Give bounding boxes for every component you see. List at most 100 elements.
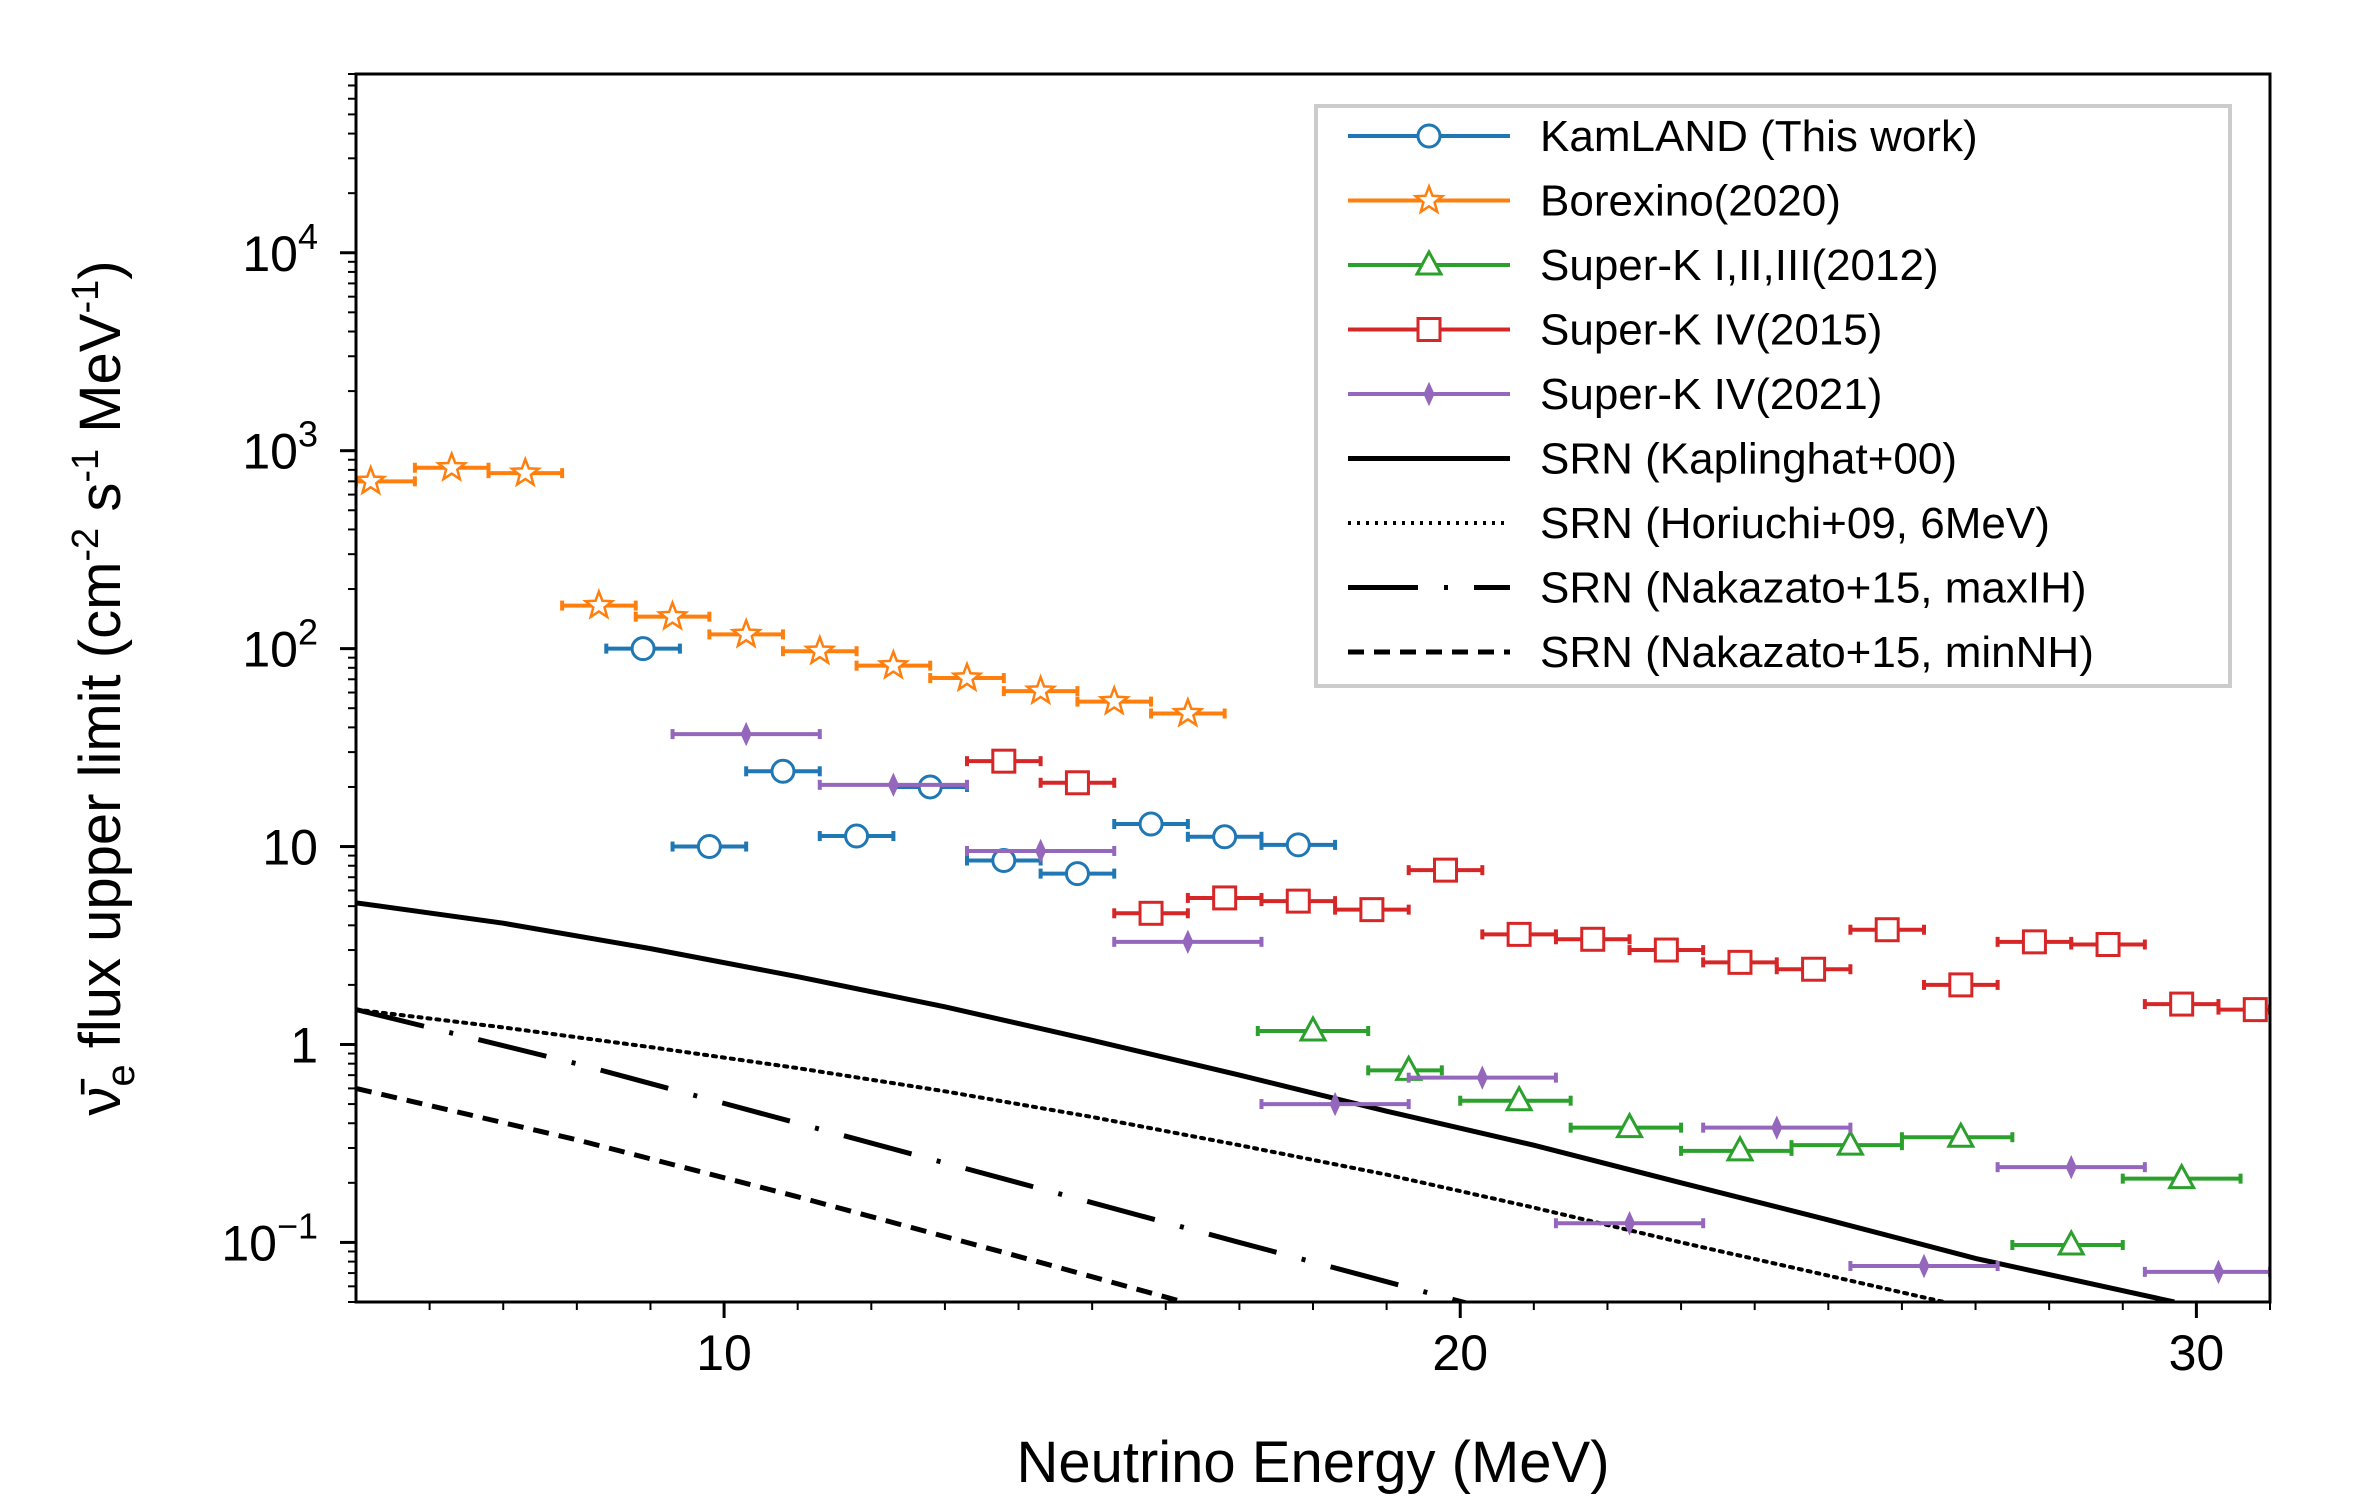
data-point-4-18 bbox=[2242, 997, 2268, 1023]
data-point-1-5 bbox=[917, 774, 943, 800]
legend-label-9: SRN (Nakazato+15, minNH) bbox=[1540, 628, 2094, 677]
data-point-2-12 bbox=[1171, 695, 1205, 728]
data-point-5-11 bbox=[2212, 1259, 2225, 1285]
legend-label-8: SRN (Nakazato+15, maxIH) bbox=[1540, 564, 2087, 613]
data-point-2-1 bbox=[356, 463, 388, 496]
data-point-4-16 bbox=[2095, 931, 2121, 957]
model-line-1 bbox=[356, 900, 2175, 1302]
y-axis-title-sub: e bbox=[99, 1064, 143, 1086]
y-tick-label-exp: 3 bbox=[298, 414, 318, 455]
data-point-3-1 bbox=[1298, 1014, 1328, 1042]
y-tick-label-base: 10 bbox=[262, 820, 318, 876]
legend-label-2: Borexino(2020) bbox=[1540, 177, 1841, 226]
data-point-4-5 bbox=[1285, 888, 1311, 914]
data-point-3-7 bbox=[1946, 1121, 1976, 1148]
y-tick-label-2: 1 bbox=[290, 1017, 318, 1073]
y-tick-label-exp: 2 bbox=[298, 612, 318, 653]
x-axis: 10 20 30 bbox=[428, 1302, 2271, 1381]
y-axis-title-exp1: -2 bbox=[65, 528, 107, 562]
data-point-5-7 bbox=[1623, 1211, 1636, 1236]
y-tick-label-5: 103 bbox=[242, 414, 318, 480]
x-axis-title: Neutrino Energy (MeV) bbox=[1016, 1430, 1609, 1495]
data-point-3-9 bbox=[2167, 1162, 2197, 1190]
model-line-4 bbox=[356, 1085, 1193, 1302]
legend-label-1: KamLAND (This work) bbox=[1540, 112, 1978, 161]
data-point-5-1 bbox=[740, 721, 752, 747]
legend-label-3: Super-K I,II,III(2012) bbox=[1540, 241, 1939, 290]
y-tick-label-base: 10 bbox=[221, 1215, 277, 1271]
data-point-5-5 bbox=[1329, 1091, 1341, 1117]
data-point-4-10 bbox=[1653, 937, 1679, 963]
y-axis-title-tail: MeV bbox=[68, 313, 133, 449]
data-point-4-13 bbox=[1874, 917, 1900, 943]
y-axis-title-text: flux upper limit (cm bbox=[68, 562, 133, 1065]
x-tick-label-20: 20 bbox=[1432, 1325, 1488, 1381]
data-point-1-8 bbox=[1138, 811, 1164, 837]
data-point-2-8 bbox=[876, 648, 911, 680]
series-layer bbox=[356, 450, 2270, 1285]
data-point-4-6 bbox=[1359, 897, 1385, 923]
series-4 bbox=[965, 748, 2270, 1023]
x-tick-label-30: 30 bbox=[2169, 1325, 2225, 1381]
data-point-1-10 bbox=[1285, 832, 1311, 858]
legend-label-5: Super-K IV(2021) bbox=[1540, 370, 1882, 419]
y-tick-label-base: 10 bbox=[242, 424, 298, 480]
legend: KamLAND (This work) Borexino(2020) Super-K… bbox=[1314, 104, 2232, 688]
data-point-5-6 bbox=[1476, 1065, 1488, 1090]
data-point-4-15 bbox=[2021, 929, 2047, 955]
data-point-1-4 bbox=[844, 823, 870, 849]
y-axis-title-close: ) bbox=[68, 260, 133, 279]
lines-layer bbox=[356, 900, 2175, 1302]
series-5 bbox=[670, 721, 2270, 1285]
data-point-4-12 bbox=[1801, 956, 1827, 982]
data-point-2-7 bbox=[803, 633, 837, 666]
data-point-4-2 bbox=[1064, 770, 1090, 796]
data-point-4-7 bbox=[1433, 857, 1459, 883]
data-point-5-9 bbox=[1918, 1253, 1930, 1279]
model-line-3 bbox=[356, 1007, 1473, 1302]
data-point-4-8 bbox=[1506, 921, 1532, 947]
data-point-5-3 bbox=[1035, 838, 1047, 864]
data-point-4-1 bbox=[991, 748, 1017, 774]
data-point-1-3 bbox=[770, 758, 796, 784]
data-point-2-2 bbox=[435, 450, 469, 483]
data-point-5-10 bbox=[2065, 1154, 2077, 1180]
data-point-1-2 bbox=[696, 834, 722, 860]
y-tick-label-3: 10 bbox=[262, 820, 318, 876]
y-tick-label-4: 102 bbox=[242, 612, 318, 678]
data-point-1-7 bbox=[1064, 861, 1090, 887]
series-1 bbox=[604, 636, 1338, 887]
data-point-4-14 bbox=[1948, 972, 1974, 998]
data-point-5-2 bbox=[887, 772, 899, 798]
legend-marker-4 bbox=[1416, 317, 1442, 342]
data-point-5-8 bbox=[1771, 1115, 1783, 1140]
data-point-3-4 bbox=[1615, 1111, 1645, 1139]
legend-marker-3 bbox=[1414, 248, 1444, 276]
data-point-2-10 bbox=[1023, 673, 1058, 706]
data-point-2-4 bbox=[582, 588, 616, 620]
data-point-2-5 bbox=[655, 599, 690, 631]
y-tick-label-1: 10−1 bbox=[221, 1205, 318, 1271]
data-point-4-3 bbox=[1138, 900, 1164, 926]
data-point-2-3 bbox=[508, 455, 542, 488]
y-axis-title-exp3: -1 bbox=[65, 280, 107, 314]
data-point-5-4 bbox=[1182, 929, 1194, 955]
legend-label-7: SRN (Horiuchi+09, 6MeV) bbox=[1540, 499, 2050, 548]
series-2 bbox=[356, 450, 1227, 728]
y-tick-label-base: 10 bbox=[242, 622, 298, 678]
y-tick-label-base: 1 bbox=[290, 1017, 318, 1073]
data-point-3-6 bbox=[1835, 1129, 1865, 1156]
data-point-4-4 bbox=[1212, 885, 1238, 911]
data-point-2-6 bbox=[729, 616, 763, 649]
data-point-4-9 bbox=[1580, 926, 1606, 952]
series-3 bbox=[1255, 1014, 2243, 1256]
legend-marker-1 bbox=[1416, 123, 1442, 149]
data-point-3-3 bbox=[1504, 1084, 1534, 1112]
y-tick-label-exp: 4 bbox=[298, 216, 318, 257]
y-tick-label-exp: −1 bbox=[277, 1205, 318, 1246]
legend-label-4: Super-K IV(2015) bbox=[1540, 306, 1882, 355]
legend-marker-2 bbox=[1412, 182, 1446, 215]
y-tick-label-6: 104 bbox=[242, 216, 318, 282]
data-point-2-11 bbox=[1097, 684, 1132, 716]
